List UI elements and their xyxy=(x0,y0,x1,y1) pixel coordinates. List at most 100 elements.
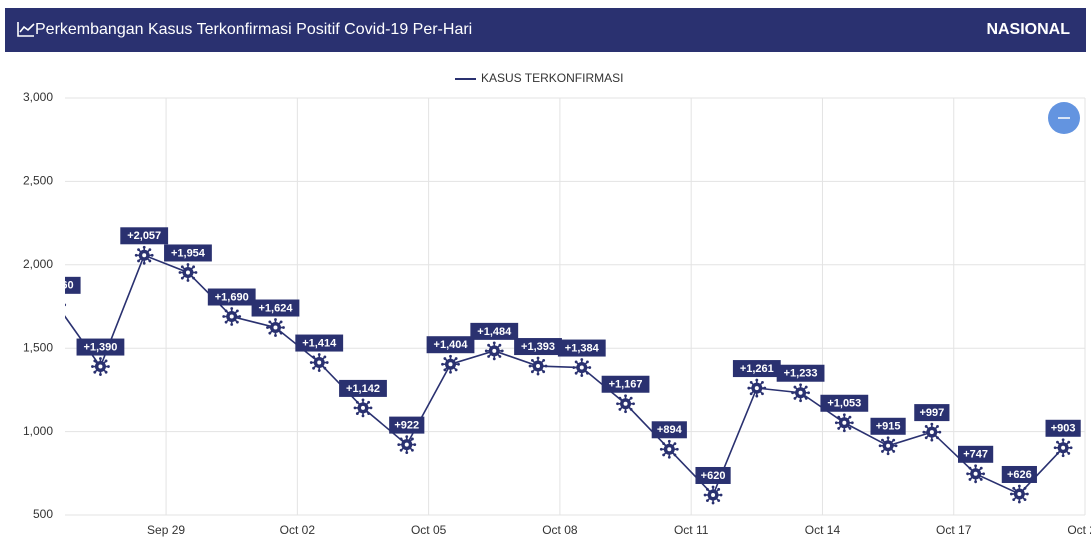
value-label: +1,233 xyxy=(784,368,818,380)
y-tick-label: 1,000 xyxy=(23,424,53,438)
marker-spike-tip xyxy=(91,365,94,368)
marker-spike-tip xyxy=(572,366,576,369)
marker-spike-tip xyxy=(361,414,365,418)
marker-spike-tip xyxy=(55,311,58,314)
virus-marker xyxy=(441,354,460,374)
marker-spike-tip xyxy=(804,385,808,389)
value-label: +1,384 xyxy=(565,342,600,354)
marker-spike-tip xyxy=(1069,446,1073,450)
marker-spike-tip xyxy=(93,370,97,374)
marker-spike-tip xyxy=(492,341,496,345)
marker-spike-tip xyxy=(411,437,414,441)
marker-spike-tip xyxy=(673,453,677,457)
marker-spike-tip xyxy=(580,358,584,361)
value-label: +1,390 xyxy=(83,341,117,353)
marker-spike-tip xyxy=(50,309,53,312)
value-label-box xyxy=(389,416,425,434)
marker-spike-tip xyxy=(355,412,359,415)
y-tick-label: 2,000 xyxy=(23,257,53,271)
y-tick-label: 3,000 xyxy=(23,90,53,104)
marker-dot xyxy=(360,405,365,410)
marker-spike-tip xyxy=(405,435,409,439)
marker-spike-tip xyxy=(667,439,671,443)
marker-spike-tip xyxy=(542,358,546,362)
value-label-box xyxy=(1045,419,1081,437)
marker-spike-tip xyxy=(484,349,488,353)
marker-spike-tip xyxy=(498,355,502,358)
marker-dot xyxy=(711,492,716,497)
value-label-box xyxy=(820,394,869,412)
marker-spike-tip xyxy=(1012,498,1016,502)
marker-spike-tip xyxy=(325,361,329,364)
marker-spike-tip xyxy=(107,365,110,368)
marker-spike-tip xyxy=(763,386,767,390)
marker-spike-tip xyxy=(355,400,359,404)
value-label: +2,057 xyxy=(127,230,161,242)
marker-spike-tip xyxy=(936,436,939,440)
marker-spike-tip xyxy=(1012,486,1016,490)
marker-spike-tip xyxy=(498,343,502,347)
marker-spike-tip xyxy=(968,478,972,481)
marker-spike-tip xyxy=(968,466,972,470)
x-tick-label: Oct 20 xyxy=(1067,523,1091,537)
value-label-box xyxy=(557,339,606,357)
marker-spike-tip xyxy=(894,444,898,448)
marker-spike-tip xyxy=(268,320,272,324)
marker-spike-tip xyxy=(662,453,666,457)
marker-spike-tip xyxy=(629,396,633,400)
series-line xyxy=(65,254,1064,497)
virus-marker xyxy=(266,318,285,337)
value-label-box xyxy=(295,334,344,352)
marker-spike-tip xyxy=(761,381,764,384)
value-label: +1,484 xyxy=(477,326,512,338)
marker-spike-tip xyxy=(1061,454,1065,458)
marker-spike-tip xyxy=(367,412,371,415)
marker-spike-tip xyxy=(842,429,846,433)
marker-spike-tip xyxy=(1053,446,1057,450)
marker-spike-tip xyxy=(618,396,622,400)
marker-spike-tip xyxy=(449,354,452,358)
marker-spike-tip xyxy=(411,448,414,452)
virus-marker xyxy=(1053,438,1073,458)
value-label: +1,690 xyxy=(215,291,249,303)
marker-spike-tip xyxy=(1023,486,1027,490)
marker-spike-tip xyxy=(922,430,926,434)
marker-spike-tip xyxy=(61,309,64,312)
marker-spike-tip xyxy=(807,391,810,395)
marker-spike-tip xyxy=(309,361,313,364)
value-label-box xyxy=(120,227,169,245)
marker-spike-tip xyxy=(574,371,578,375)
virus-marker xyxy=(616,394,635,414)
marker-spike-tip xyxy=(180,265,184,269)
marker-spike-tip xyxy=(705,499,709,503)
marker-spike-tip xyxy=(317,353,321,356)
marker-spike-tip xyxy=(192,276,196,280)
marker-spike-tip xyxy=(142,245,146,249)
marker-spike-tip xyxy=(705,487,709,491)
marker-spike-tip xyxy=(180,276,184,280)
marker-body xyxy=(51,299,62,310)
value-label-box xyxy=(958,445,994,463)
marker-spike-tip xyxy=(487,343,491,347)
marker-spike xyxy=(51,299,57,305)
marker-spike-tip xyxy=(142,261,146,265)
virus-marker xyxy=(572,358,592,377)
virus-marker xyxy=(966,464,986,484)
virus-marker xyxy=(309,353,329,372)
virus-marker xyxy=(397,435,417,455)
virus-marker xyxy=(834,413,854,433)
marker-spike-tip xyxy=(1009,492,1013,496)
marker-spike-tip xyxy=(719,493,723,497)
marker-spike-tip xyxy=(979,478,983,481)
marker-spike-tip xyxy=(312,366,315,370)
marker-spike-tip xyxy=(178,271,182,274)
value-label-box xyxy=(732,360,781,378)
marker-spike-tip xyxy=(405,451,409,455)
marker-spike-tip xyxy=(842,413,846,417)
marker-spike-tip xyxy=(848,427,852,430)
virus-marker xyxy=(528,356,548,376)
value-label: +894 xyxy=(657,424,683,436)
marker-spike-tip xyxy=(536,356,540,360)
marker-spike-tip xyxy=(924,425,928,428)
marker-spike-tip xyxy=(449,370,452,374)
